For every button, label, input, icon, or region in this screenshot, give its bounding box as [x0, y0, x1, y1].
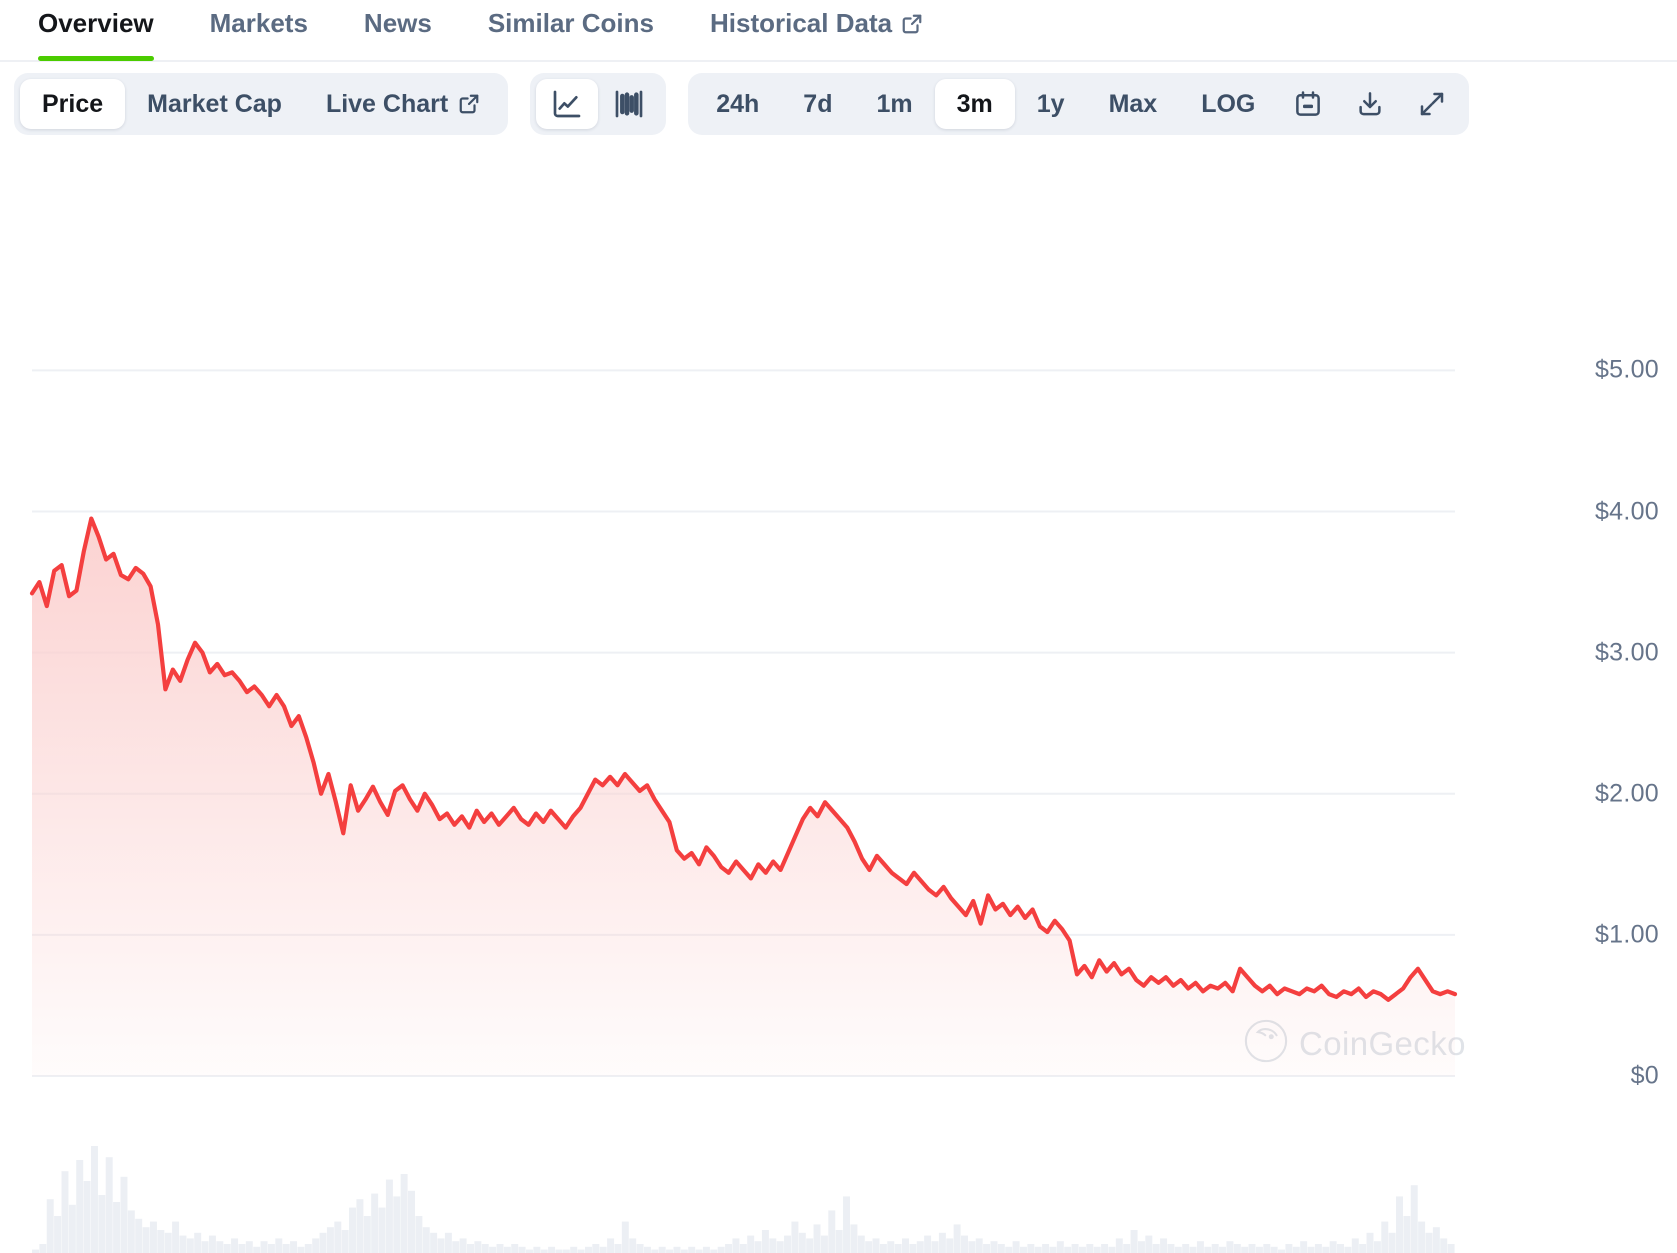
metric-market-cap-button[interactable]: Market Cap [125, 79, 304, 129]
y-axis-tick-label: $5.00 [1594, 355, 1659, 384]
download-icon[interactable] [1339, 79, 1401, 129]
tab-historical-data-label: Historical Data [710, 8, 893, 38]
range-3m-button[interactable]: 3m [934, 79, 1015, 129]
external-link-icon [901, 13, 923, 35]
range-24h-button[interactable]: 24h [694, 79, 781, 129]
tab-similar-coins-label: Similar Coins [487, 8, 654, 38]
range-3m-label: 3m [956, 89, 993, 118]
tab-news[interactable]: News [336, 0, 460, 61]
y-axis-tick-label: $3.00 [1594, 638, 1659, 667]
y-axis-tick-label: $0 [1630, 1061, 1659, 1090]
y-axis-tick-label: $2.00 [1594, 779, 1659, 808]
price-chart-svg [29, 369, 1458, 1253]
range-max-label: Max [1108, 89, 1158, 118]
range-1m-label: 1m [876, 89, 913, 118]
expand-icon[interactable] [1401, 79, 1463, 129]
chart-type-toggle-group [530, 73, 667, 135]
range-max-button[interactable]: Max [1087, 79, 1180, 129]
range-24h-label: 24h [716, 89, 760, 118]
y-axis-tick-label: $4.00 [1594, 497, 1659, 525]
tab-markets[interactable]: Markets [182, 0, 336, 61]
metric-toggle-group: Price Market Cap Live Chart [14, 73, 509, 135]
range-1y-button[interactable]: 1y [1015, 79, 1087, 129]
range-7d-button[interactable]: 7d [781, 79, 854, 129]
tab-similar-coins[interactable]: Similar Coins [460, 0, 682, 61]
external-link-icon [458, 93, 480, 115]
time-range-toggle-group: 24h 7d 1m 3m 1y Max LOG [688, 73, 1470, 135]
tab-markets-label: Markets [209, 8, 308, 38]
calendar-icon[interactable] [1277, 79, 1339, 129]
log-scale-label: LOG [1201, 89, 1256, 118]
price-chart[interactable]: $0$1.00$2.00$3.00$4.00$5.00 9. Dec16. De… [0, 146, 1677, 1253]
metric-price-label: Price [42, 89, 104, 118]
tab-news-label: News [363, 8, 432, 38]
metric-price-button[interactable]: Price [20, 79, 126, 129]
y-axis-tick-label: $1.00 [1594, 920, 1659, 949]
tab-bar: Overview Markets News Similar Coins Hist… [0, 0, 1677, 62]
range-1m-button[interactable]: 1m [854, 79, 934, 129]
tab-overview[interactable]: Overview [38, 0, 182, 61]
chart-control-bar: Price Market Cap Live Chart [0, 62, 1677, 146]
metric-live-chart-label: Live Chart [325, 89, 449, 118]
range-7d-label: 7d [803, 89, 833, 118]
tab-historical-data[interactable]: Historical Data [682, 0, 951, 61]
metric-market-cap-label: Market Cap [147, 89, 282, 118]
metric-live-chart-button[interactable]: Live Chart [304, 79, 502, 129]
line-chart-icon[interactable] [536, 79, 599, 129]
range-1y-label: 1y [1036, 89, 1065, 118]
log-scale-button[interactable]: LOG [1179, 79, 1277, 129]
tab-overview-label: Overview [38, 8, 154, 38]
candlestick-chart-icon[interactable] [598, 79, 660, 129]
